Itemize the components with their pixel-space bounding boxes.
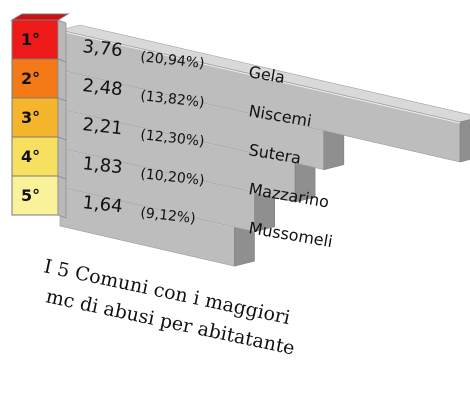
bar-value-label: 1,64 [81,192,123,217]
rank-box-side [57,175,67,219]
rank-box-side [57,19,67,63]
rank-label: 5° [21,186,40,205]
bar-highlight-line [59,30,461,124]
rank-box-side [57,136,67,180]
rank-column-top [10,13,70,21]
bar-category-label: Mussomeli [247,218,334,251]
bar-percentage-label: (12,30%) [140,127,206,150]
rank-label: 4° [21,147,40,166]
bar-value-label: 2,21 [81,114,123,139]
rank-box [11,136,59,177]
rank-label: 3° [21,108,40,127]
rank-box-side [57,97,67,141]
bar-percentage-label: (13,82%) [140,88,206,111]
bar-percentage-label: (20,94%) [140,49,206,72]
bars-layer [59,24,470,267]
bar-percentage-label: (10,20%) [140,166,206,189]
rank-box-side [57,58,67,102]
bar-value-label: 2,48 [81,75,123,100]
bar-value-label: 3,76 [81,36,123,61]
bar-value-label: 1,83 [81,153,123,178]
rank-column: 1° 2° 3° 4° 5° [10,13,70,219]
bar-end-face [459,119,470,163]
rank-label: 2° [21,69,40,88]
bar [59,24,470,163]
rank-label: 1° [21,30,40,49]
bar-percentage-label: (9,12%) [140,205,197,227]
